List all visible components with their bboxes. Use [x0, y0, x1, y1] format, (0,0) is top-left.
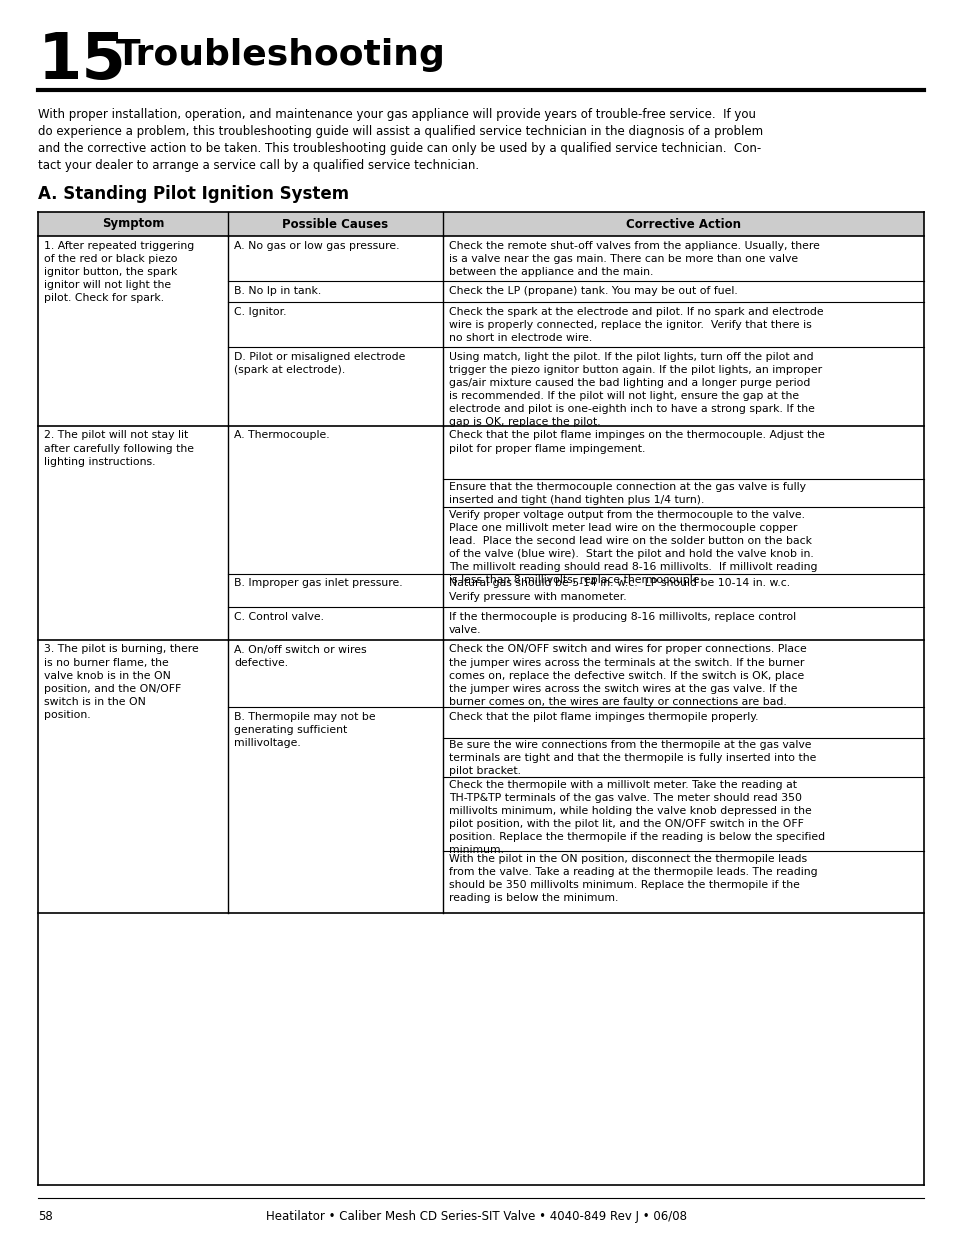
Text: A. Thermocouple.: A. Thermocouple.	[233, 431, 330, 441]
Text: Natural gas should be 5-14 in. w.c.  LP should be 10-14 in. w.c.
Verify pressure: Natural gas should be 5-14 in. w.c. LP s…	[449, 578, 789, 601]
Text: C. Control valve.: C. Control valve.	[233, 611, 324, 621]
Text: Heatilator • Caliber Mesh CD Series-SIT Valve • 4040-849 Rev J • 06/08: Heatilator • Caliber Mesh CD Series-SIT …	[266, 1210, 687, 1223]
Text: Verify proper voltage output from the thermocouple to the valve.
Place one milli: Verify proper voltage output from the th…	[449, 510, 817, 584]
Text: Corrective Action: Corrective Action	[625, 217, 740, 231]
Text: B. Thermopile may not be
generating sufficient
millivoltage.: B. Thermopile may not be generating suff…	[233, 713, 375, 748]
Text: Check that the pilot flame impinges on the thermocouple. Adjust the
pilot for pr: Check that the pilot flame impinges on t…	[449, 431, 824, 453]
Text: Check that the pilot flame impinges thermopile properly.: Check that the pilot flame impinges ther…	[449, 713, 758, 722]
Text: A. No gas or low gas pressure.: A. No gas or low gas pressure.	[233, 241, 399, 251]
Text: Check the thermopile with a millivolt meter. Take the reading at
TH-TP&TP termin: Check the thermopile with a millivolt me…	[449, 779, 824, 855]
Text: Using match, light the pilot. If the pilot lights, turn off the pilot and
trigge: Using match, light the pilot. If the pil…	[449, 352, 821, 427]
Text: Possible Causes: Possible Causes	[282, 217, 388, 231]
Text: D. Pilot or misaligned electrode
(spark at electrode).: D. Pilot or misaligned electrode (spark …	[233, 352, 405, 374]
Text: C. Ignitor.: C. Ignitor.	[233, 308, 286, 317]
Text: B. No lp in tank.: B. No lp in tank.	[233, 285, 321, 295]
Text: With proper installation, operation, and maintenance your gas appliance will pro: With proper installation, operation, and…	[38, 107, 762, 172]
Text: Be sure the wire connections from the thermopile at the gas valve
terminals are : Be sure the wire connections from the th…	[449, 740, 816, 776]
Text: 58: 58	[38, 1210, 52, 1223]
Text: Troubleshooting: Troubleshooting	[116, 38, 445, 72]
Text: 15: 15	[38, 30, 127, 91]
Text: If the thermocouple is producing 8-16 millivolts, replace control
valve.: If the thermocouple is producing 8-16 mi…	[449, 611, 796, 635]
Text: Check the ON/OFF switch and wires for proper connections. Place
the jumper wires: Check the ON/OFF switch and wires for pr…	[449, 645, 806, 706]
Text: A. On/off switch or wires
defective.: A. On/off switch or wires defective.	[233, 645, 366, 668]
Text: 1. After repeated triggering
of the red or black piezo
ignitor button, the spark: 1. After repeated triggering of the red …	[44, 241, 194, 303]
Text: Ensure that the thermocouple connection at the gas valve is fully
inserted and t: Ensure that the thermocouple connection …	[449, 482, 805, 505]
Text: Check the LP (propane) tank. You may be out of fuel.: Check the LP (propane) tank. You may be …	[449, 285, 737, 295]
Text: 2. The pilot will not stay lit
after carefully following the
lighting instructio: 2. The pilot will not stay lit after car…	[44, 431, 193, 467]
Text: A. Standing Pilot Ignition System: A. Standing Pilot Ignition System	[38, 185, 349, 203]
Text: B. Improper gas inlet pressure.: B. Improper gas inlet pressure.	[233, 578, 402, 589]
Text: With the pilot in the ON position, disconnect the thermopile leads
from the valv: With the pilot in the ON position, disco…	[449, 853, 817, 903]
Text: Symptom: Symptom	[102, 217, 164, 231]
Text: 3. The pilot is burning, there
is no burner flame, the
valve knob is in the ON
p: 3. The pilot is burning, there is no bur…	[44, 645, 198, 720]
Text: Check the remote shut-off valves from the appliance. Usually, there
is a valve n: Check the remote shut-off valves from th…	[449, 241, 819, 277]
Bar	[38, 212, 923, 236]
Text: Check the spark at the electrode and pilot. If no spark and electrode
wire is pr: Check the spark at the electrode and pil…	[449, 308, 822, 343]
